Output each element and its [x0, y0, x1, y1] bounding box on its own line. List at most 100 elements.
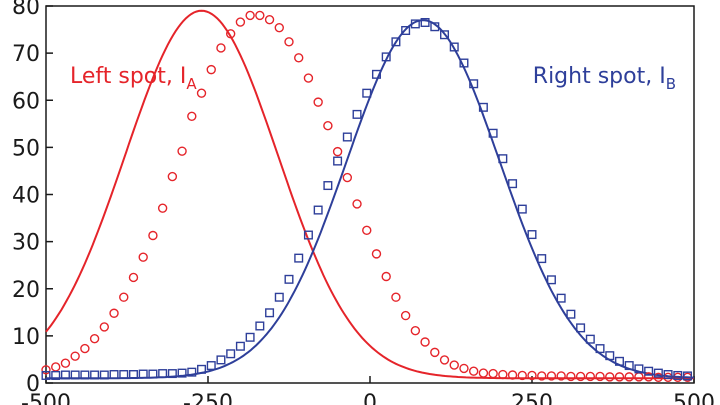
left-data-point	[420, 337, 430, 347]
right-data-point	[216, 355, 226, 365]
y-tick-label: 0	[26, 372, 40, 397]
left-data-point	[51, 362, 61, 372]
right-data-point	[488, 128, 498, 138]
right-data-point	[381, 52, 391, 62]
left-data-point	[468, 366, 479, 376]
left-data-point	[196, 88, 207, 98]
right-data-point	[683, 371, 693, 381]
series-name: Right spot, I	[533, 64, 666, 89]
left-data-point	[556, 371, 566, 381]
right-data-point	[644, 366, 654, 376]
left-data-point	[585, 371, 596, 382]
left-data-point	[643, 372, 654, 382]
left-data-point	[566, 371, 576, 382]
right-data-point	[80, 370, 90, 380]
right-spot-label: Right spot, IB	[533, 64, 676, 93]
left-data-point	[225, 29, 236, 39]
left-data-point	[381, 271, 391, 282]
right-data-point	[420, 17, 430, 27]
x-tick-label: -500	[21, 391, 71, 405]
left-data-point	[313, 97, 323, 107]
left-data-point	[80, 343, 90, 354]
right-data-point	[313, 205, 323, 215]
right-data-point	[362, 88, 372, 98]
x-tick-label: 0	[363, 391, 377, 405]
right-data-point	[167, 369, 177, 379]
fit-curve-left	[45, 9, 694, 380]
right-data-point	[128, 370, 138, 380]
right-data-point	[109, 370, 119, 380]
right-data-point	[634, 364, 644, 374]
y-tick-label: 50	[12, 136, 40, 161]
right-data-point	[673, 370, 683, 380]
left-data-point	[138, 252, 148, 262]
right-data-point	[653, 368, 663, 378]
left-data-point	[410, 325, 421, 336]
plot-border	[45, 5, 695, 384]
left-data-point	[323, 120, 333, 131]
left-data-point	[245, 10, 255, 21]
right-data-point	[303, 230, 313, 240]
right-data-point	[478, 102, 488, 112]
x-tick-label: -250	[183, 391, 233, 405]
left-data-point	[167, 171, 178, 182]
left-data-point	[362, 225, 372, 236]
left-data-point	[537, 371, 547, 381]
right-data-point	[51, 370, 61, 380]
y-tick-label: 20	[12, 278, 40, 303]
right-data-point	[60, 370, 70, 380]
left-data-point	[70, 351, 80, 361]
right-data-point	[537, 254, 547, 264]
right-data-point	[546, 275, 556, 285]
left-data-point	[371, 249, 382, 259]
right-data-point	[498, 154, 508, 164]
y-tick-label: 30	[12, 231, 40, 256]
left-data-point	[332, 146, 343, 157]
right-data-point	[274, 292, 284, 302]
right-data-point	[158, 369, 168, 379]
right-data-point	[245, 332, 255, 342]
right-data-point	[391, 37, 401, 47]
right-data-point	[177, 368, 187, 378]
plot-frame	[45, 5, 695, 384]
right-data-point	[265, 308, 275, 318]
left-data-point	[449, 360, 459, 370]
left-data-point	[41, 365, 51, 375]
left-data-point	[352, 199, 362, 209]
right-data-point	[401, 26, 411, 36]
x-tick-label: 500	[673, 391, 715, 405]
right-data-point	[527, 230, 537, 240]
left-data-point	[294, 53, 304, 63]
right-data-point	[352, 109, 362, 119]
y-tick-label: 70	[12, 42, 40, 67]
left-data-point	[157, 203, 168, 213]
left-data-point	[488, 368, 498, 379]
left-data-point	[216, 43, 226, 53]
left-data-point	[342, 172, 353, 183]
left-data-point	[284, 37, 294, 47]
right-data-point	[187, 367, 197, 377]
left-data-point	[546, 371, 557, 381]
right-data-point	[99, 370, 109, 380]
left-data-point	[507, 370, 518, 380]
left-data-point	[177, 146, 187, 156]
data-markers	[41, 10, 693, 383]
right-data-point	[440, 30, 450, 40]
left-data-point	[605, 372, 615, 382]
right-data-point	[614, 356, 624, 366]
left-data-point	[439, 355, 450, 365]
right-data-point	[663, 370, 673, 380]
right-data-point	[226, 349, 236, 359]
y-tick-label: 80	[12, 0, 40, 20]
left-data-point	[99, 322, 110, 332]
y-axis: 0 10 20 30 40 50 60 70 80	[12, 0, 53, 397]
left-data-point	[60, 358, 71, 368]
y-tick-label: 40	[12, 184, 40, 209]
x-tick-label: 250	[511, 391, 553, 405]
right-data-point	[605, 351, 615, 361]
right-data-point	[333, 156, 343, 166]
left-data-point	[264, 14, 275, 25]
left-data-point	[148, 230, 158, 241]
right-data-point	[566, 309, 576, 319]
